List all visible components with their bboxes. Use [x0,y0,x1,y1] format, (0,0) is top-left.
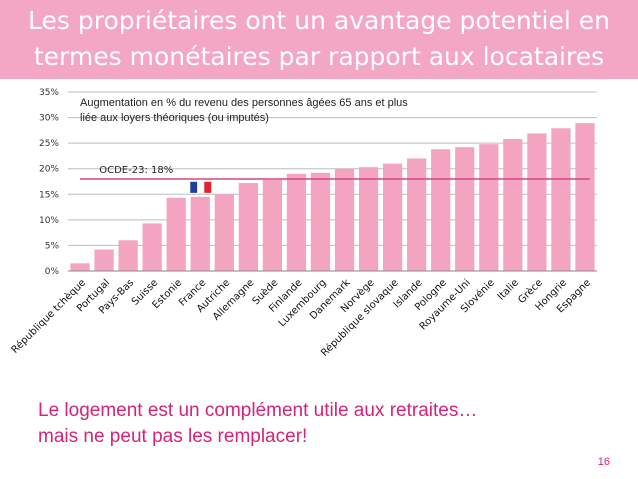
footer-line-2: mais ne peut pas les remplacer! [38,426,308,447]
bar [334,168,355,271]
flag-stripe [204,181,212,193]
bar [94,249,114,271]
bar [382,163,403,271]
slide-title: Les propriétaires ont un avantage potent… [0,3,638,75]
y-tick-label: 0% [45,267,60,277]
chart-annotation-line-2: liée aux loyers théoriques (ou imputés) [80,112,269,124]
bar [431,149,451,271]
slide-title-line-2: termes monétaires par rapport aux locata… [33,42,605,71]
y-tick-label: 30% [39,114,59,124]
bar [479,144,499,271]
page-number: 16 [597,456,610,468]
bar [166,197,186,271]
bar [238,183,258,271]
bar [286,173,307,271]
bar [455,147,475,271]
bar [262,179,283,271]
y-tick-label: 20% [39,165,59,175]
bar [214,194,234,271]
bar [310,172,331,271]
bar [551,128,571,271]
bar [70,263,90,271]
bar [503,139,523,271]
flag-stripe [190,181,198,193]
bar [190,196,210,271]
reference-line-label: OCDE-23: 18% [99,165,173,176]
chart-annotation-line-1: Augmentation en % du revenu des personne… [80,97,408,109]
y-tick-label: 25% [39,139,59,149]
bar [407,158,427,271]
y-tick-label: 5% [45,241,60,251]
y-tick-label: 35% [39,88,59,98]
france-flag-icon [190,181,212,193]
footer-text: Le logement est un complément utile aux … [38,398,628,450]
bar [527,133,547,271]
footer-line-1: Le logement est un complément utile aux … [38,400,478,421]
bar [142,223,162,271]
y-tick-label: 10% [39,216,59,226]
x-category-label: République tchèque [9,277,88,356]
flag-stripe [197,181,205,193]
title-banner [0,0,638,79]
bar [358,167,379,271]
y-tick-label: 15% [39,190,59,200]
slide-title-line-1: Les propriétaires ont un avantage potent… [28,6,610,35]
bar [118,240,138,271]
bar [575,123,595,271]
